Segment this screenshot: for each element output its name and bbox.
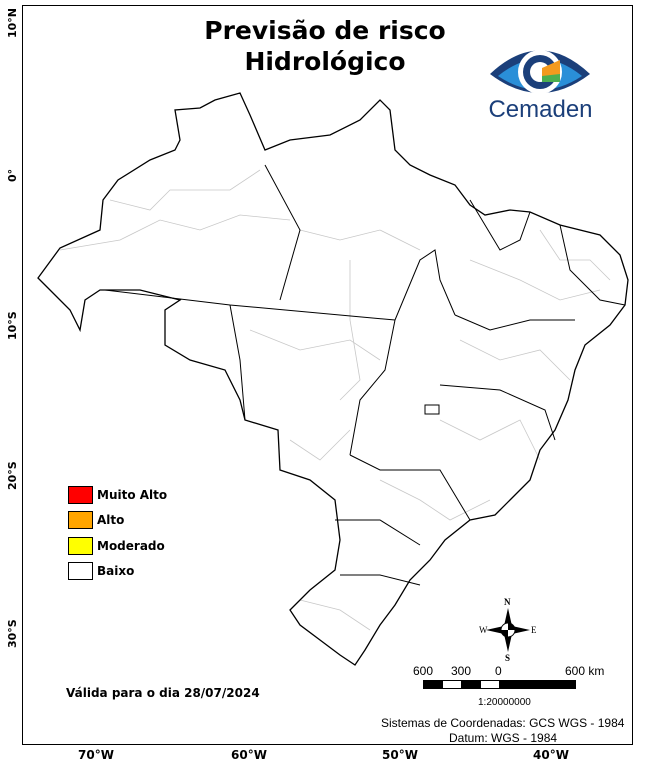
scale-label: 300 <box>451 664 472 678</box>
legend-item-baixo: Baixo <box>68 562 134 580</box>
municipal-boundaries <box>59 169 611 631</box>
legend-swatch <box>68 537 93 555</box>
brazil-outline <box>37 92 629 666</box>
lat-label: 30°S <box>6 619 19 648</box>
datum: Datum: WGS - 1984 <box>449 731 558 745</box>
legend-item-moderado: Moderado <box>68 537 165 555</box>
legend-item-alto: Alto <box>68 511 124 529</box>
map-title-line2: Hidrológico <box>244 47 406 76</box>
validity-date: Válida para o dia 28/07/2024 <box>66 686 260 700</box>
legend-label: Alto <box>97 513 125 527</box>
coordinate-system: Sistemas de Coordenadas: GCS WGS - 1984 <box>381 716 625 730</box>
cemaden-logo <box>490 50 590 94</box>
compass-e: E <box>531 625 537 635</box>
legend-label: Muito Alto <box>97 488 168 502</box>
compass-n: N <box>504 597 511 607</box>
map-title-line1: Previsão de risco <box>204 16 446 45</box>
lat-label: 20°S <box>6 461 19 490</box>
scale-label: 0 <box>495 664 502 678</box>
compass-rose-icon <box>486 608 530 652</box>
legend-label: Baixo <box>97 564 135 578</box>
scale-label: 600 <box>413 664 434 678</box>
legend-label: Moderado <box>97 539 165 553</box>
scale-ratio: 1:20000000 <box>478 697 531 708</box>
lon-label: 50°W <box>382 748 418 762</box>
compass-s: S <box>505 653 511 663</box>
legend-swatch <box>68 562 93 580</box>
lat-label: 10°S <box>6 311 19 340</box>
lon-label: 40°W <box>533 748 569 762</box>
lat-label: 10°N <box>6 7 19 38</box>
lon-label: 70°W <box>78 748 114 762</box>
map-frame <box>22 5 633 745</box>
compass-w: W <box>479 625 488 635</box>
lon-label: 60°W <box>231 748 267 762</box>
logo-text: Cemaden <box>488 96 593 123</box>
scale-label: 600 km <box>565 664 605 678</box>
scale-bar <box>423 680 576 689</box>
lat-label: 0° <box>6 168 19 182</box>
legend-item-muito-alto: Muito Alto <box>68 486 167 504</box>
state-boundaries <box>104 164 626 586</box>
legend-swatch <box>68 511 93 529</box>
legend-swatch <box>68 486 93 504</box>
